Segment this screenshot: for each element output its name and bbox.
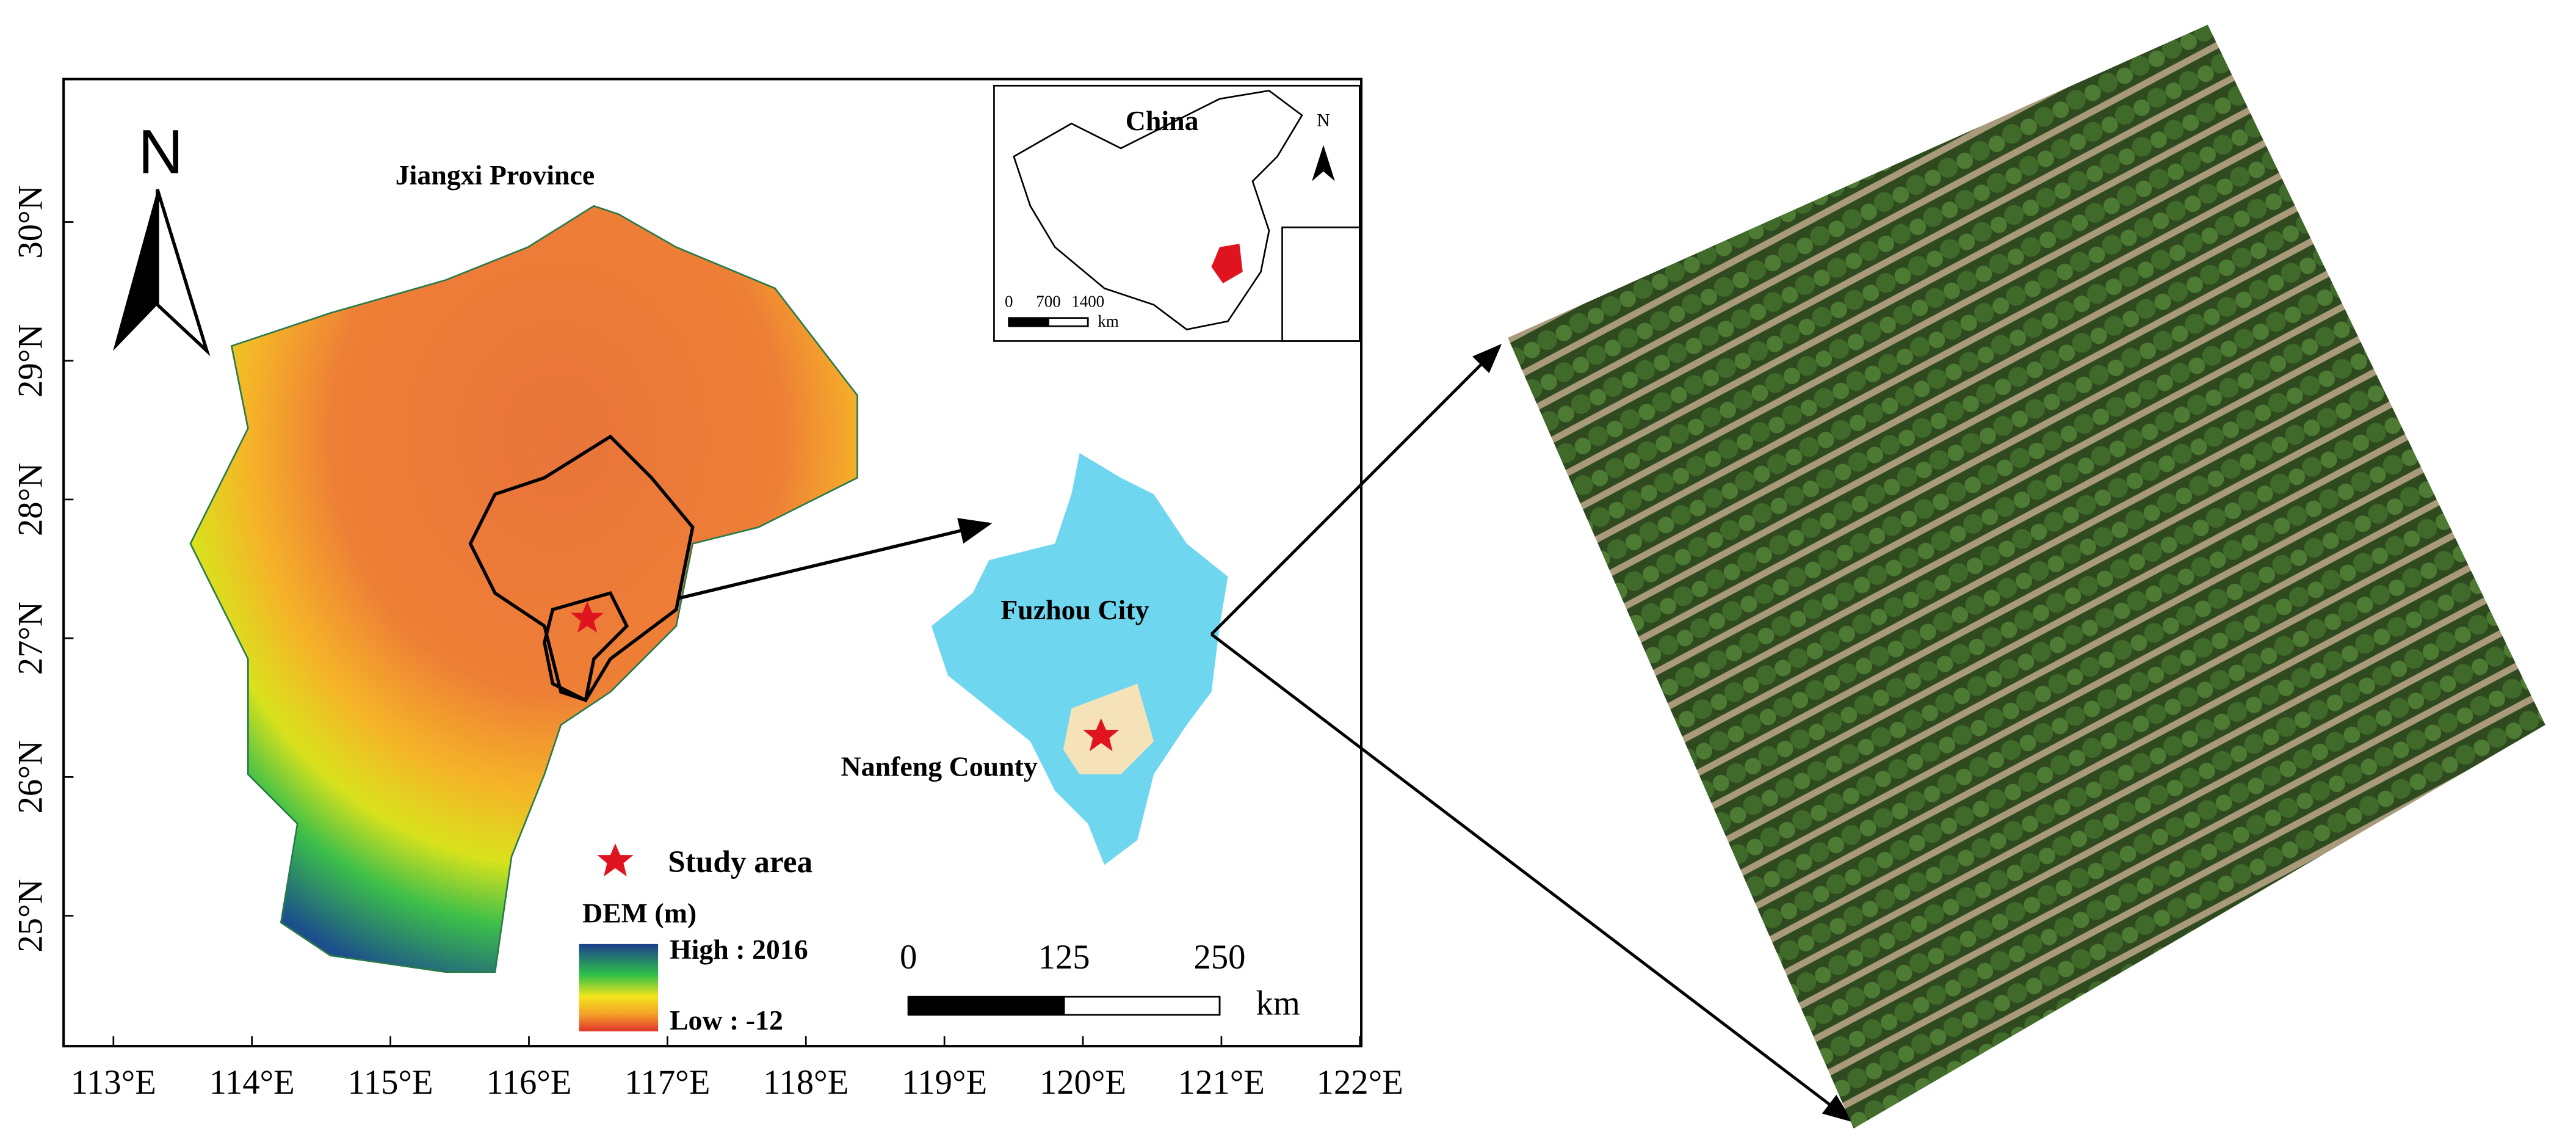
north-arrow-left — [113, 189, 157, 351]
y-tick-label: 25°N — [12, 879, 50, 952]
legend-low: Low : -12 — [670, 1005, 783, 1036]
x-tick-label: 118°E — [763, 1064, 848, 1102]
nanfeng-county — [1063, 683, 1154, 774]
drone-image — [1508, 24, 2545, 1129]
y-tick-label: 26°N — [12, 740, 50, 813]
y-tick-label: 30°N — [12, 185, 50, 258]
arrow — [1210, 344, 1502, 636]
fuzhou-city — [931, 453, 1228, 865]
y-tick-label: 29°N — [12, 324, 50, 398]
x-tick-label: 115°E — [348, 1064, 433, 1102]
scale-label: 0 — [1005, 293, 1013, 311]
scale-unit: km — [1256, 984, 1300, 1022]
y-tick-label: 27°N — [12, 602, 50, 675]
arrow — [679, 518, 993, 600]
scale-segment — [1047, 317, 1089, 327]
study-star — [1083, 718, 1120, 752]
inset-north-arrow — [1312, 145, 1335, 181]
inset-north: N — [1317, 111, 1330, 130]
x-tick-label: 122°E — [1317, 1064, 1403, 1102]
region-label: Jiangxi Province — [396, 159, 595, 191]
north-label: N — [138, 116, 183, 186]
x-tick-label: 114°E — [209, 1064, 295, 1102]
x-tick-label: 113°E — [71, 1064, 156, 1102]
dem-legend-ramp — [579, 943, 659, 1031]
county-label: Nanfeng County — [841, 751, 1038, 782]
scale-label: 125 — [1038, 939, 1090, 976]
scale-label: 250 — [1194, 939, 1246, 976]
x-tick-label: 121°E — [1178, 1064, 1265, 1102]
scale-segment — [1063, 995, 1221, 1016]
inset-scale-unit: km — [1098, 312, 1118, 330]
legend-study-area: Study area — [668, 845, 812, 879]
legend-dem-title: DEM (m) — [582, 898, 696, 929]
scale-segment — [907, 995, 1065, 1016]
x-tick-label: 119°E — [902, 1064, 987, 1102]
jiangxi-dem — [189, 205, 858, 973]
inset-title: China — [1126, 105, 1199, 136]
y-tick-label: 28°N — [12, 463, 50, 536]
scale-label: 0 — [900, 939, 917, 976]
map-frame — [62, 78, 1363, 1048]
scale-label: 1400 — [1071, 293, 1104, 311]
nanfeng-outline — [543, 591, 629, 703]
x-tick-label: 116°E — [486, 1064, 571, 1102]
inset-islands — [1281, 226, 1361, 342]
legend-star — [597, 843, 634, 877]
x-tick-label: 120°E — [1040, 1064, 1126, 1102]
city-label: Fuzhou City — [1000, 594, 1149, 625]
arrow — [1210, 633, 1853, 1122]
study-star — [571, 601, 604, 633]
legend-high: High : 2016 — [670, 934, 808, 965]
inset-jiangxi — [1211, 244, 1243, 284]
scale-segment — [1008, 317, 1049, 327]
x-tick-label: 117°E — [624, 1064, 710, 1102]
scale-label: 700 — [1036, 293, 1060, 311]
north-arrow-right — [156, 189, 211, 357]
